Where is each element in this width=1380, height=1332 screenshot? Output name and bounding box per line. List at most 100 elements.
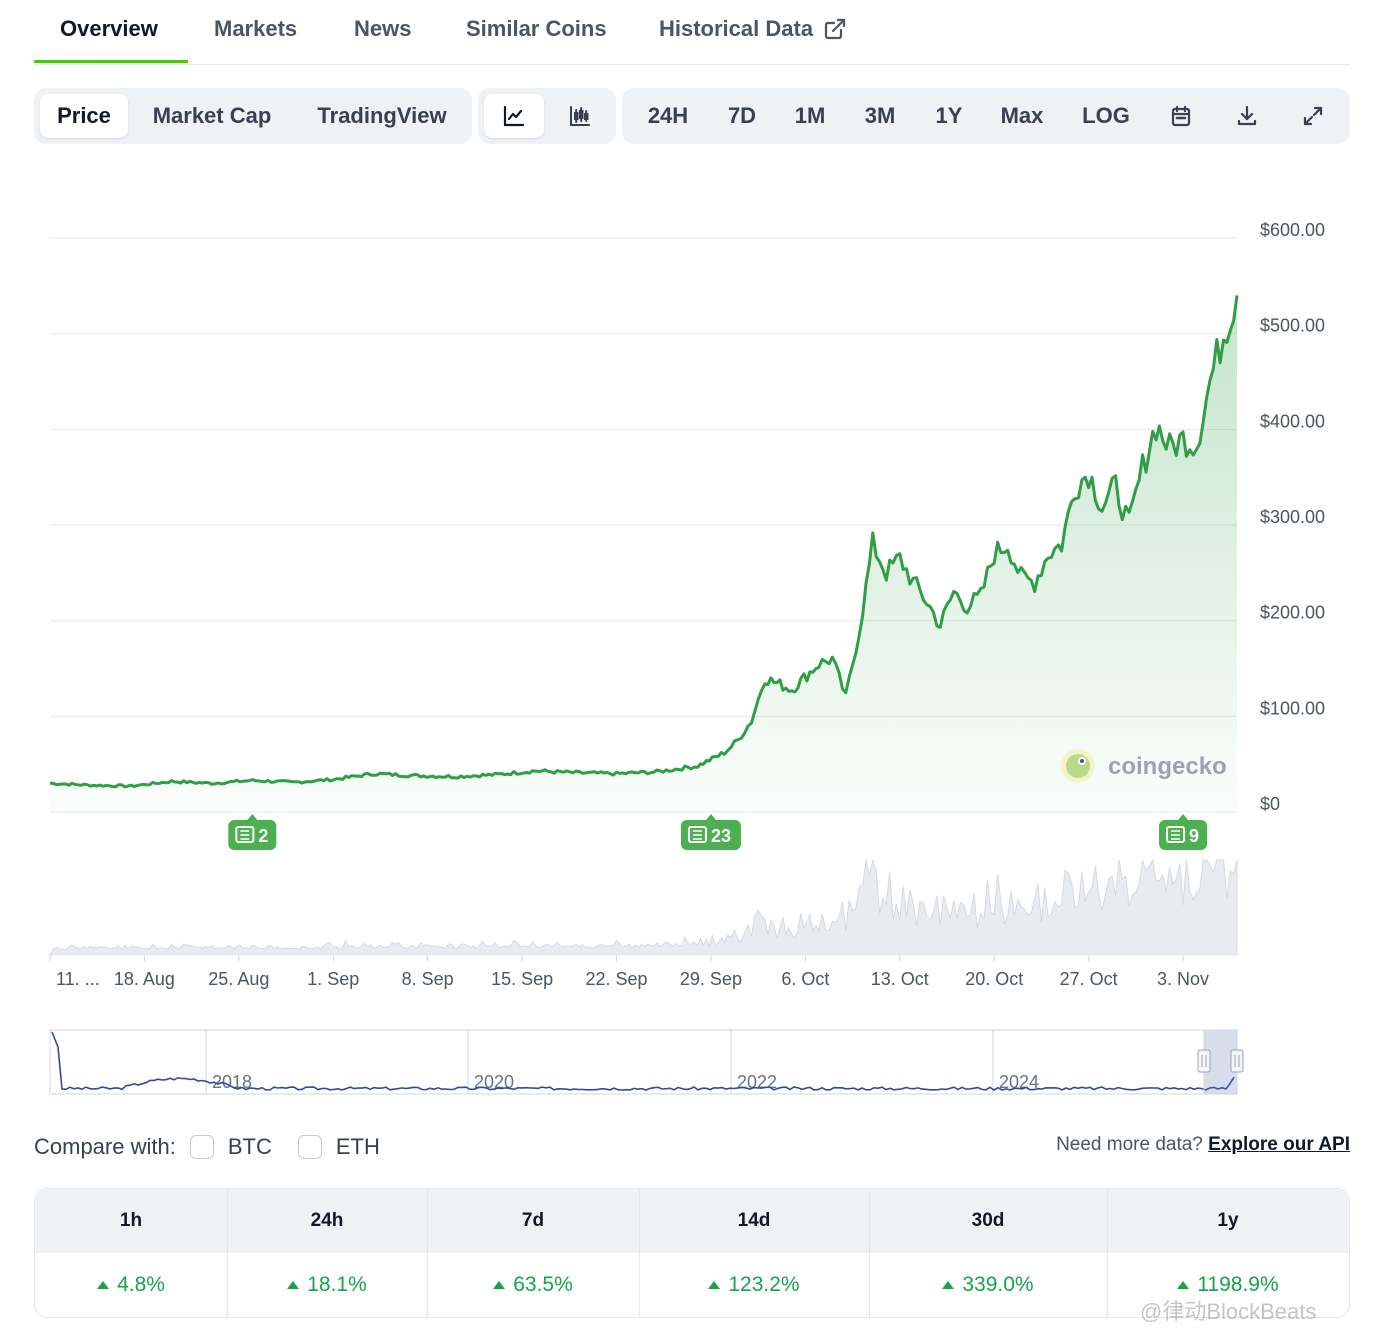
explore-api-link[interactable]: Explore our API [1208,1134,1350,1155]
watermark: @律动BlockBeats [1140,1299,1317,1324]
tab-markets[interactable]: Markets [214,16,297,42]
watermark-text: coingecko [1108,753,1227,780]
range-navigator[interactable]: 2018 2020 2022 2024 [49,1029,1244,1095]
newspaper-icon [687,826,707,843]
btc-checkbox[interactable] [189,1135,214,1159]
fullscreen-button[interactable] [1286,94,1340,138]
newspaper-icon-lines [692,830,702,840]
news-markers[interactable]: 2 23 9 [228,814,1208,850]
up-arrow-icon [287,1281,300,1289]
news-badge-pointer [1178,814,1189,820]
news-badge-pointer [705,814,716,820]
newspaper-icon [235,826,255,843]
button-label: Max [1000,103,1044,128]
button-label: 7D [727,103,757,128]
button-label: Market Cap [152,103,272,128]
change-percent: 1198.9% [1197,1273,1279,1296]
up-arrow-icon [97,1281,110,1289]
newspaper-icon-lines [240,830,250,840]
navigator-right-handle[interactable] [1230,1049,1244,1073]
date-range-button[interactable] [1154,94,1208,138]
news-marker[interactable]: 23 [680,814,741,850]
price-chart[interactable]: $600.00 $500.00 $400.00 $300.00 $200.00 $100.… [0,160,1380,1110]
button-label: 24H [647,103,689,128]
news-count: 9 [1189,826,1199,846]
change-percent: 63.5% [513,1273,573,1296]
column-divider [427,1189,428,1317]
news-marker[interactable]: 9 [1159,814,1208,850]
price-view-button[interactable]: Price [40,94,128,138]
y-tick-label: $200.00 [1260,603,1325,623]
x-tick-label: 29. Sep [680,969,742,989]
change-percent: 18.1% [307,1273,367,1296]
y-tick-label: $600.00 [1260,220,1325,240]
change-value-7d: 63.5% [427,1253,639,1317]
tradingview-button[interactable]: TradingView [300,94,464,138]
navigator-series [51,1031,1235,1091]
x-tick-label: 25. Aug [208,969,269,989]
range-24h-button[interactable]: 24H [634,94,702,138]
x-tick-label: 13. Oct [871,969,929,989]
tab-overview[interactable]: Overview [60,16,158,42]
change-header-1y: 1y [1217,1210,1239,1231]
price-change-table: 1h 4.8% 24h 18.1% 7d 63.5% 14d 123.2% 30d 339.0% 1… [34,1188,1350,1318]
log-scale-button[interactable]: LOG [1072,94,1140,138]
handle-grip-icon [1234,1055,1240,1067]
price-area-fill [50,295,1237,812]
line-chart-icon [503,105,525,127]
range-1m-button[interactable]: 1M [782,94,838,138]
chart-mode-selector [478,88,616,144]
active-tab-indicator [34,60,188,63]
button-label: 1M [794,103,826,128]
change-header-14d: 14d [737,1210,771,1231]
navigator-left-handle[interactable] [1197,1049,1211,1073]
button-label: TradingView [317,103,447,128]
news-marker[interactable]: 2 [228,814,277,850]
tab-label: Historical Data [659,16,814,41]
x-tick-label: 20. Oct [965,969,1023,989]
button-label: 1Y [935,103,963,128]
change-value-30d: 339.0% [869,1253,1107,1317]
button-label: 3M [864,103,896,128]
column-divider [227,1189,228,1317]
candlestick-icon [570,106,590,126]
eth-checkbox[interactable] [297,1135,322,1159]
tab-news[interactable]: News [354,16,411,42]
up-arrow-icon [708,1281,721,1289]
coingecko-logo: coingecko [1061,749,1227,783]
button-label: Price [57,103,111,128]
x-tick-label: 1. Sep [307,969,359,989]
range-7d-button[interactable]: 7D [712,94,772,138]
tab-label: News [354,16,412,41]
line-chart-button[interactable] [484,94,544,138]
y-axis-labels: $600.00 $500.00 $400.00 $300.00 $200.00 $100.… [1260,220,1325,814]
range-selector: 24H 7D 1M 3M 1Y Max LOG [622,88,1350,144]
y-tick-label: $400.00 [1260,411,1325,431]
download-button[interactable] [1220,94,1274,138]
up-arrow-icon [1177,1281,1190,1289]
range-1y-button[interactable]: 1Y [922,94,976,138]
change-value-1y: 1198.9% [1107,1253,1349,1317]
tab-historical-data[interactable]: Historical Data [659,16,847,42]
news-count: 23 [711,826,731,846]
tab-similar-coins[interactable]: Similar Coins [466,16,607,42]
market-cap-view-button[interactable]: Market Cap [140,94,284,138]
change-header-7d: 7d [521,1210,545,1231]
change-percent: 4.8% [117,1273,165,1296]
y-tick-label: $100.00 [1260,698,1325,718]
button-label: LOG [1082,103,1130,128]
y-tick-label: $0 [1260,794,1280,814]
navigator-year-label: 2022 [737,1072,777,1092]
candlestick-chart-button[interactable] [550,94,610,138]
range-max-button[interactable]: Max [986,94,1058,138]
eth-label: ETH [335,1134,380,1159]
calendar-icon [1171,105,1191,127]
btc-label: BTC [227,1134,272,1159]
column-divider [869,1189,870,1317]
change-header-1h: 1h [119,1210,143,1231]
price-line [50,295,1239,789]
change-header-24h: 24h [310,1210,344,1231]
tab-bar: Overview Markets News Similar Coins Hist… [34,0,1350,65]
range-3m-button[interactable]: 3M [848,94,912,138]
external-link-icon [824,18,846,40]
